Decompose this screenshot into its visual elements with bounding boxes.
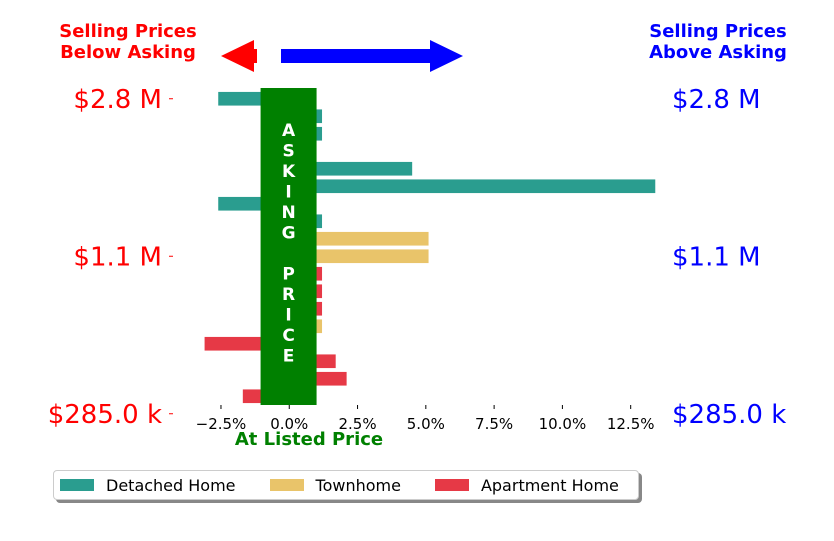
y-tick-label-right: $1.1 M bbox=[672, 242, 761, 272]
x-tick-label: 5.0% bbox=[407, 415, 445, 433]
asking-price-letter: K bbox=[282, 162, 296, 182]
legend-item-detached: Detached Home bbox=[60, 476, 236, 495]
right-arrow-shaft bbox=[281, 49, 433, 63]
x-tick-label: 0.0% bbox=[270, 415, 308, 433]
bar bbox=[289, 249, 429, 264]
bar bbox=[289, 161, 413, 176]
legend-swatch bbox=[269, 479, 304, 491]
bar bbox=[289, 179, 656, 194]
x-tick-label: 2.5% bbox=[338, 415, 376, 433]
asking-price-letter: I bbox=[285, 183, 291, 203]
y-tick-label-right: $285.0 k bbox=[672, 400, 786, 430]
asking-price-letter: S bbox=[282, 142, 294, 162]
x-axis-label: At Listed Price bbox=[235, 429, 383, 450]
y-tick-label-left: $285.0 k bbox=[48, 400, 162, 430]
legend-label: Apartment Home bbox=[480, 475, 619, 495]
asking-price-letter: G bbox=[282, 224, 296, 244]
asking-price-letter: R bbox=[282, 285, 295, 305]
y-tick-label-right: $2.8 M bbox=[672, 85, 761, 115]
bar bbox=[289, 231, 429, 246]
right-arrow-icon bbox=[430, 40, 463, 72]
left-arrow-icon bbox=[221, 40, 254, 72]
chart-legend: Detached Home Townhome Apartment Home bbox=[53, 470, 639, 500]
x-tick-label: 10.0% bbox=[539, 415, 587, 433]
y-tick-label-left: $1.1 M bbox=[73, 242, 162, 272]
below-asking-header: Selling Prices Below Asking bbox=[59, 21, 197, 63]
asking-price-letter: E bbox=[283, 347, 295, 367]
x-tick-label: 7.5% bbox=[475, 415, 513, 433]
x-tick-label: 12.5% bbox=[607, 415, 655, 433]
legend-swatch bbox=[60, 479, 94, 491]
asking-price-letter: A bbox=[282, 121, 296, 141]
asking-price-band bbox=[260, 88, 317, 405]
y-tick-label-left: $2.8 M bbox=[73, 85, 162, 115]
legend-item-townhome: Townhome bbox=[269, 475, 401, 495]
legend-label: Detached Home bbox=[106, 475, 236, 495]
above-asking-header: Selling Prices Above Asking bbox=[649, 21, 787, 63]
legend-label: Townhome bbox=[315, 475, 401, 495]
legend-swatch bbox=[434, 479, 469, 491]
x-tick-label: −2.5% bbox=[196, 415, 247, 433]
asking-price-letter: C bbox=[282, 326, 294, 346]
asking-price-letter: I bbox=[285, 306, 291, 326]
asking-price-letter: P bbox=[282, 265, 294, 285]
asking-price-letter: N bbox=[281, 203, 295, 223]
legend-item-apartment: Apartment Home bbox=[434, 475, 619, 495]
